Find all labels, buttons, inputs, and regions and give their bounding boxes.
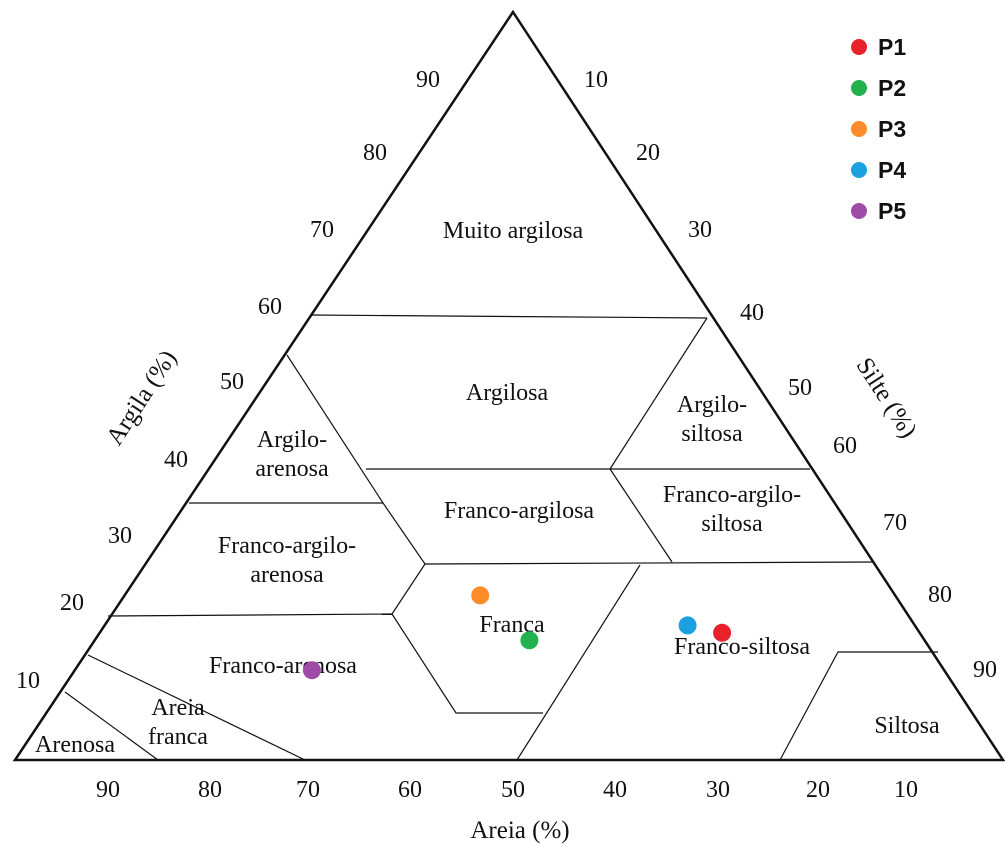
texture-class-boundaries [64,314,938,761]
silte-axis-title: Silte (%) [851,353,922,443]
point-p5 [302,661,321,680]
region-label-muito-argilosa: Muito argilosa [443,218,584,244]
boundary-argilo-siltosa [609,317,708,470]
silte-ticks: 10 20 30 40 50 60 70 80 90 [584,67,997,683]
areia-tick-label: 30 [706,777,730,803]
region-label-franco-arenosa: Franco-arenosa [209,653,357,679]
boundary-argilosa-left [286,354,384,504]
silte-tick-label: 90 [973,657,997,683]
region-label-argilo-siltosa: Argilo-siltosa [677,392,747,447]
point-p2 [520,631,539,650]
areia-axis-title: Areia (%) [470,817,569,844]
boundary-franco-argilosa-bottom [424,561,875,565]
areia-tick-label: 60 [398,777,422,803]
areia-tick-label: 80 [198,777,222,803]
legend-marker-p4 [851,162,867,178]
legend-label-p5: P5 [878,198,906,224]
region-label-franco-argilosa: Franco-argilosa [444,498,595,524]
argila-tick-label: 90 [416,67,440,93]
silte-tick-label: 40 [740,300,764,326]
boundary-arenosa [64,691,159,761]
silte-tick-label: 50 [788,375,812,401]
legend-label-p1: P1 [878,34,906,60]
region-label-franco-argilo-arenosa: Franco-argilo-arenosa [218,533,356,588]
areia-tick-label: 90 [96,777,120,803]
triangle-outline [12,9,1005,762]
region-label-franco-siltosa: Franco-siltosa [674,634,810,660]
region-label-siltosa: Siltosa [874,713,940,739]
argila-axis-title: Argila (%) [101,346,182,451]
region-label-argilo-arenosa: Argilo-arenosa [255,427,329,482]
sample-points [302,586,732,680]
legend-label-p2: P2 [878,75,906,101]
silte-tick-label: 70 [883,510,907,536]
argila-tick-label: 30 [108,523,132,549]
boundary-franco-argilo-arenosa [382,502,426,615]
point-p1 [713,623,732,642]
argila-tick-label: 60 [258,294,282,320]
legend: P1 P2 P3 P4 P5 [851,34,906,224]
legend-marker-p3 [851,121,867,137]
areia-tick-label: 20 [806,777,830,803]
region-label-argilosa: Argilosa [466,380,549,406]
argila-tick-label: 80 [363,140,387,166]
region-label-arenosa: Arenosa [35,732,115,758]
silte-tick-label: 30 [688,217,712,243]
areia-tick-label: 50 [501,777,525,803]
argila-tick-label: 70 [310,217,334,243]
region-label-areia-franca: Areia franca [148,695,208,750]
boundary-franco-siltosa-left [516,564,641,761]
point-p3 [471,586,490,605]
boundary-franca [391,613,543,714]
legend-marker-p5 [851,203,867,219]
boundary-franco-argilo-siltosa [609,468,673,563]
boundary-franco-arenosa-top [107,613,393,617]
silte-tick-label: 80 [928,582,952,608]
silte-tick-label: 60 [833,433,857,459]
texture-class-labels: Muito argilosa Argilosa Argilo-siltosa Argi… [35,218,940,758]
argila-tick-label: 20 [60,590,84,616]
areia-tick-label: 10 [894,777,918,803]
boundary-muito-argilosa [310,314,708,319]
region-label-franco-argilo-siltosa: Franco-argilo-siltosa [663,482,801,537]
argila-tick-label: 10 [16,668,40,694]
argila-tick-label: 50 [220,369,244,395]
silte-tick-label: 20 [636,140,660,166]
boundary-siltosa [779,651,938,761]
legend-label-p4: P4 [878,157,906,183]
legend-marker-p1 [851,39,867,55]
silte-tick-label: 10 [584,67,608,93]
areia-tick-label: 70 [296,777,320,803]
point-p4 [678,616,697,635]
areia-ticks: 90 80 70 60 50 40 30 20 10 [96,777,918,803]
boundary-areia-franca-top [87,654,306,761]
legend-label-p3: P3 [878,116,906,142]
areia-tick-label: 40 [603,777,627,803]
legend-marker-p2 [851,80,867,96]
argila-ticks: 90 80 70 60 50 40 30 20 10 [16,67,440,694]
argila-tick-label: 40 [164,447,188,473]
